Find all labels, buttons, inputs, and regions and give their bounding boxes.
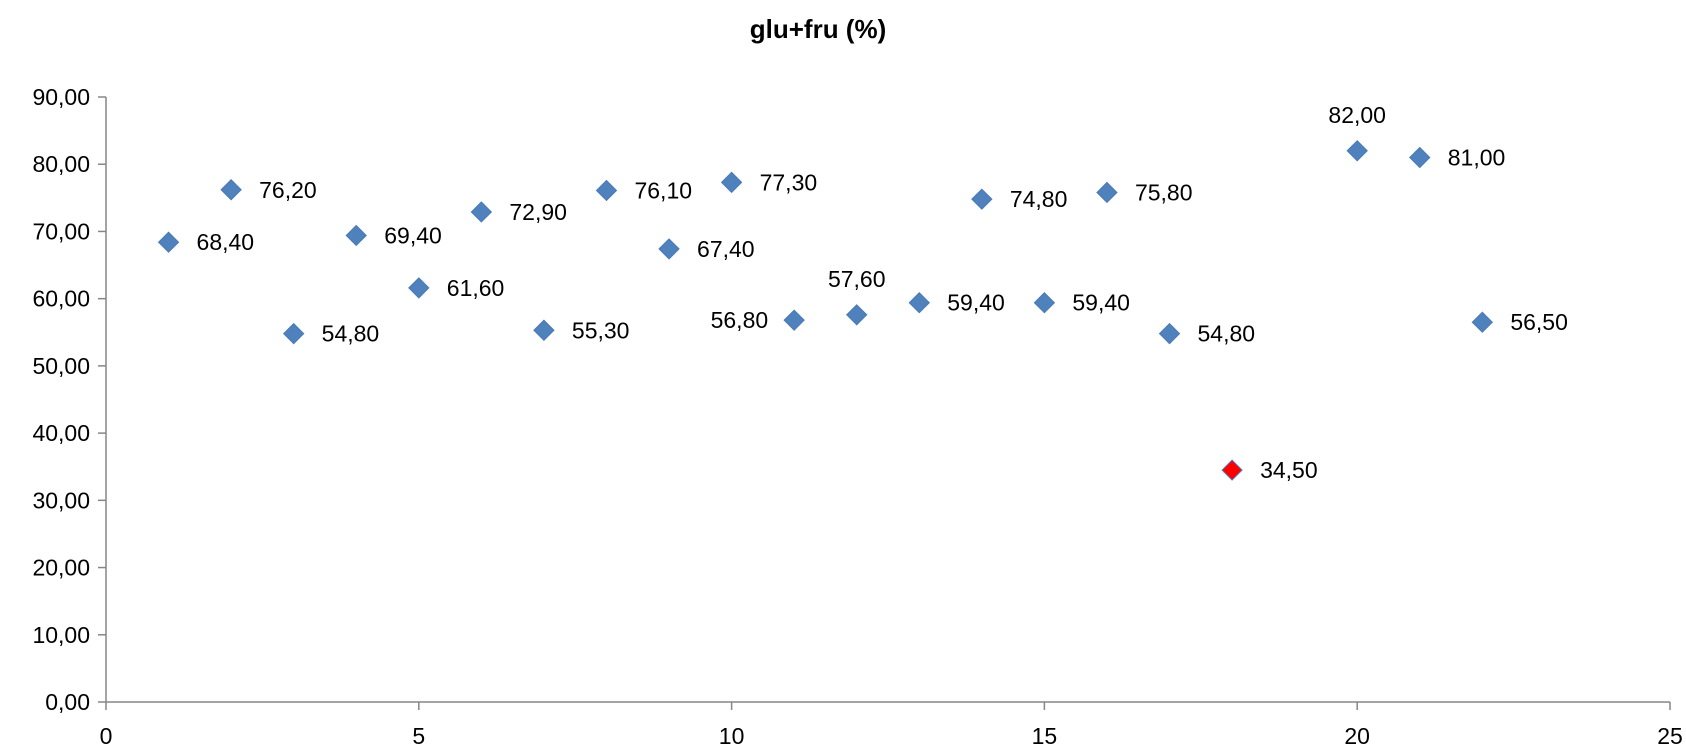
highlighted-data-point: [1221, 459, 1243, 481]
data-point: [720, 171, 743, 194]
x-tick-label: 20: [1344, 723, 1370, 749]
data-point: [1409, 146, 1431, 169]
chart-title: glu+fru (%): [750, 14, 887, 44]
y-tick-label: 80,00: [32, 151, 90, 177]
data-point: [1471, 311, 1494, 333]
data-point: [783, 309, 805, 331]
data-label: 55,30: [572, 317, 630, 343]
data-point: [220, 179, 242, 201]
data-label: 72,90: [509, 199, 567, 225]
data-point: [533, 319, 555, 341]
x-tick-label: 15: [1032, 723, 1058, 749]
data-label: 76,20: [259, 177, 317, 203]
y-tick-label: 90,00: [32, 84, 90, 110]
y-tick-label: 10,00: [32, 622, 90, 648]
data-label: 81,00: [1448, 145, 1506, 171]
x-tick-label: 25: [1657, 723, 1683, 749]
data-point: [470, 201, 493, 223]
data-label: 68,40: [197, 229, 255, 255]
data-label: 77,30: [760, 169, 818, 195]
y-tick-label: 70,00: [32, 218, 90, 244]
data-label: 67,40: [697, 236, 755, 262]
data-point: [157, 231, 180, 253]
data-point: [1096, 181, 1118, 204]
data-label: 75,80: [1135, 179, 1193, 205]
data-label: 74,80: [1010, 186, 1068, 212]
data-label: 61,60: [447, 275, 505, 301]
x-tick-label: 10: [719, 723, 745, 749]
data-label: 56,80: [711, 307, 769, 333]
y-tick-label: 60,00: [32, 286, 90, 312]
data-point: [1158, 322, 1181, 345]
data-label: 59,40: [947, 290, 1005, 316]
data-point: [658, 238, 680, 260]
data-point: [595, 179, 618, 202]
data-label: 57,60: [828, 266, 886, 292]
data-label: 54,80: [1198, 321, 1256, 347]
y-tick-label: 50,00: [32, 353, 90, 379]
x-tick-label: 5: [412, 723, 425, 749]
data-point: [1033, 291, 1056, 314]
y-tick-label: 20,00: [32, 555, 90, 581]
y-tick-label: 40,00: [32, 420, 90, 446]
data-label: 69,40: [384, 222, 442, 248]
data-label: 56,50: [1510, 309, 1568, 335]
x-tick-label: 0: [100, 723, 113, 749]
data-point: [971, 188, 993, 210]
data-point: [1346, 140, 1368, 162]
data-point: [282, 322, 305, 345]
data-label: 54,80: [322, 321, 380, 347]
plot-area: 0,00 10,00 20,00 30,00 40,00 50,00 60,00 70,00 8…: [32, 84, 1682, 749]
data-point: [345, 224, 367, 247]
data-label: 76,10: [634, 177, 692, 203]
y-tick-label: 30,00: [32, 487, 90, 513]
y-tick-label: 0,00: [45, 689, 90, 715]
data-point: [408, 277, 430, 299]
data-label: 34,50: [1260, 457, 1318, 483]
data-point: [846, 304, 868, 326]
data-label: 59,40: [1072, 290, 1130, 316]
data-label: 82,00: [1328, 102, 1386, 128]
data-point: [908, 291, 930, 314]
